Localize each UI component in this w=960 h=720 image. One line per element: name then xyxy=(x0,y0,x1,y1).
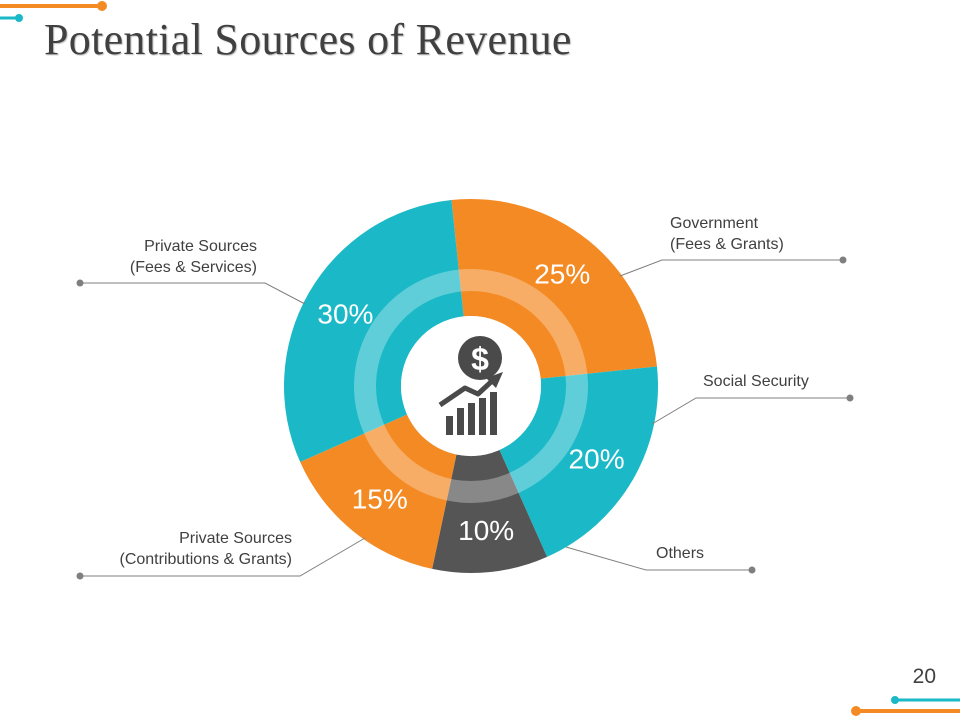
center-circle xyxy=(401,316,541,456)
slice-value-label: 30% xyxy=(317,299,373,330)
slice-label-private-contributions: Private Sources (Contributions & Grants) xyxy=(119,528,292,570)
growth-bar-5 xyxy=(490,392,497,435)
slice-label-others: Others xyxy=(656,543,704,564)
page-number: 20 xyxy=(912,665,936,688)
slice-label-line: (Contributions & Grants) xyxy=(119,551,292,568)
leader-dot xyxy=(76,279,84,287)
slice-value-label: 15% xyxy=(352,484,408,515)
slice-label-line: (Fees & Grants) xyxy=(670,236,784,253)
slice-value-label: 25% xyxy=(534,258,590,289)
leader-line xyxy=(565,546,752,571)
slice-label-social-security: Social Security xyxy=(703,371,809,392)
slice-label-line: Government xyxy=(670,215,759,232)
dollar-coin-icon xyxy=(458,336,502,380)
slice-value-label: 20% xyxy=(569,444,625,475)
slice-label-line: Social Security xyxy=(703,373,809,390)
growth-bar-4 xyxy=(479,398,486,435)
leader-dot xyxy=(839,256,847,264)
growth-bar-1 xyxy=(446,416,453,435)
leader-dot xyxy=(748,566,756,574)
slice-label-line: Others xyxy=(656,545,705,562)
slice-label-line: Private Sources xyxy=(144,238,257,255)
leader-dot xyxy=(846,394,854,402)
growth-arrow-icon xyxy=(438,379,494,408)
donut-slice xyxy=(300,414,457,569)
title-accent xyxy=(0,1,107,22)
leader-line xyxy=(651,397,850,425)
donut-slice xyxy=(432,449,548,573)
leader-line xyxy=(80,282,306,305)
donut-slice xyxy=(283,200,464,463)
dollar-sign-icon: $ xyxy=(471,341,489,377)
inner-ring-highlight xyxy=(354,269,588,503)
footer-accent xyxy=(851,696,960,716)
leader-dot xyxy=(76,572,84,580)
donut-slice xyxy=(499,366,658,557)
slice-value-label: 10% xyxy=(458,515,514,546)
slice-label-private-fees: Private Sources (Fees & Services) xyxy=(130,236,257,278)
slice-label-line: (Fees & Services) xyxy=(129,259,257,276)
growth-bar-2 xyxy=(457,408,464,435)
dollar-growth-chart-icon: $ xyxy=(438,336,503,435)
growth-bar-3 xyxy=(468,403,475,435)
leader-line xyxy=(80,537,366,577)
donut-slice xyxy=(451,199,657,379)
page-title: Potential Sources of Revenue xyxy=(44,15,572,64)
slice-label-line: Private Sources xyxy=(179,530,292,547)
slice-label-government: Government (Fees & Grants) xyxy=(670,213,784,255)
leader-line xyxy=(619,259,843,277)
growth-arrowhead-icon xyxy=(486,372,503,388)
